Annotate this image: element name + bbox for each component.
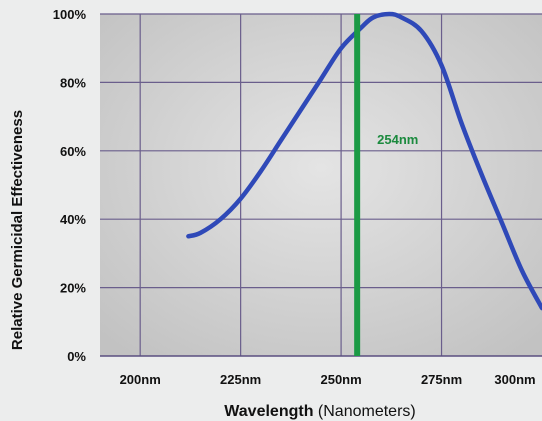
y-axis-label: Relative Germicidal Effectiveness: [9, 110, 26, 350]
y-tick-label-4: 80%: [60, 75, 86, 90]
x-tick-label-3: 275nm: [421, 372, 462, 387]
x-tick-labels: 200nm 225nm 250nm 275nm 300nm: [120, 372, 536, 387]
marker-label: 254nm: [377, 132, 418, 147]
marker-group: 254nm: [354, 14, 418, 356]
y-tick-label-0: 0%: [67, 349, 86, 364]
plot-area: [100, 14, 542, 356]
grid-lines: [100, 13, 542, 357]
x-axis-label: Wavelength (Nanometers): [224, 403, 415, 420]
x-tick-label-2: 250nm: [320, 372, 361, 387]
y-tick-label-5: 100%: [53, 7, 87, 22]
x-axis-label-main: Wavelength: [224, 403, 313, 420]
series-group: [186, 11, 542, 311]
x-tick-label-0: 200nm: [120, 372, 161, 387]
x-axis-label-unit: (Nanometers): [318, 403, 416, 420]
x-tick-label-1: 225nm: [220, 372, 261, 387]
y-tick-label-1: 20%: [60, 281, 86, 296]
series-line-0: [186, 11, 542, 311]
y-tick-label-2: 40%: [60, 212, 86, 227]
y-tick-label-3: 60%: [60, 144, 86, 159]
x-tick-label-4: 300nm: [494, 372, 535, 387]
y-tick-labels: 0% 20% 40% 60% 80% 100%: [53, 7, 87, 364]
